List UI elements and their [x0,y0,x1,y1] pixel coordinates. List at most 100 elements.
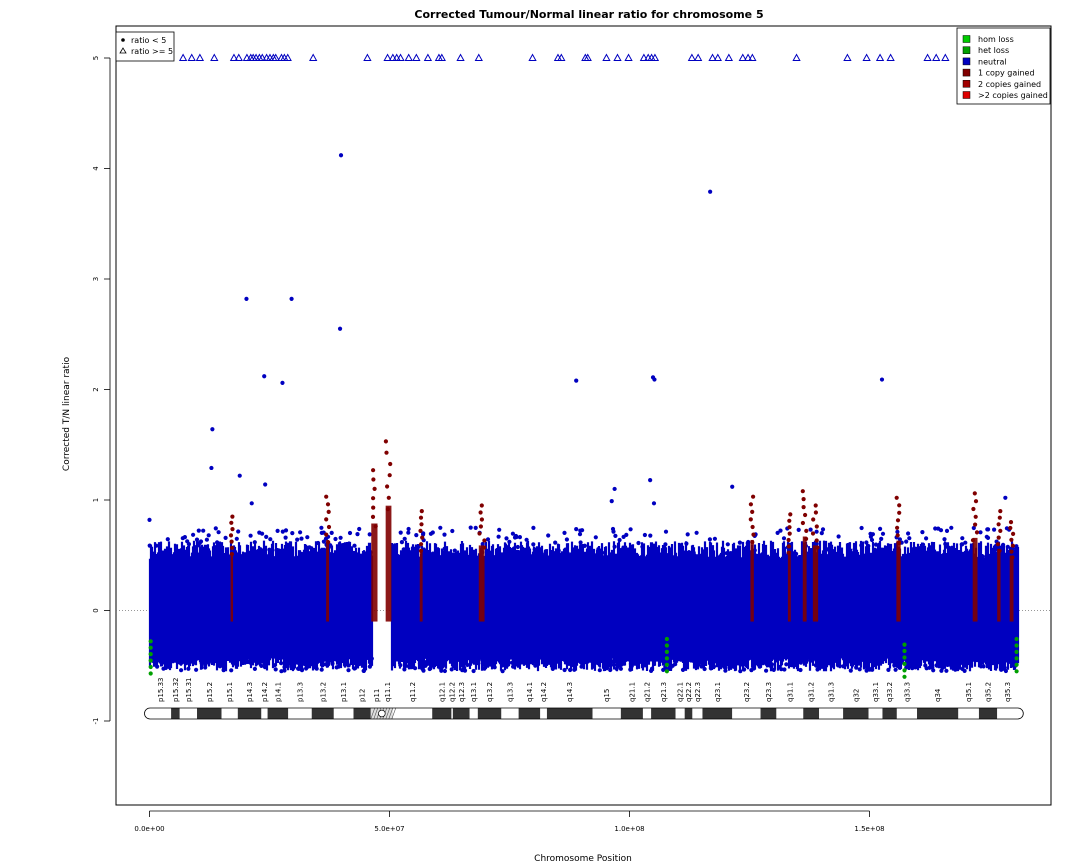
neutral-point [564,537,570,542]
cytoband [237,708,262,719]
neutral-point [907,536,912,541]
neutral-point [282,668,287,673]
gain-point [895,525,900,530]
neutral-point [413,666,418,671]
neutral-point [945,662,950,668]
neutral-point [547,555,553,560]
outlier-point-group [147,153,1008,522]
neutral-point [863,664,868,669]
neutral-point [399,540,404,545]
neutral-point [504,656,509,661]
neutral-point [369,656,374,661]
neutral-point [510,549,515,554]
neutral-point [333,536,338,542]
neutral-point [395,654,400,659]
neutral-point [281,548,286,553]
gain-point [419,542,424,547]
neutral-point-cloud [147,525,1020,674]
cytoband-label: q21.2 [644,682,652,702]
cytoband-label: q23.1 [714,682,722,702]
neutral-point [755,555,760,560]
neutral-point [1000,663,1005,669]
cytoband [546,708,593,719]
gain-point [751,494,756,499]
neutral-point [624,532,629,538]
outlier-point [244,296,249,301]
loss-point [148,664,153,670]
neutral-point [572,667,577,672]
outlier-point [338,153,344,158]
neutral-point [800,653,805,658]
neutral-point [165,537,170,542]
cytoband [592,708,621,719]
loss-point [902,661,907,667]
neutral-point [800,658,805,663]
gain-point [230,514,235,519]
neutral-point [441,557,447,562]
neutral-point [462,665,467,671]
neutral-point [198,549,204,554]
neutral-point [467,653,472,658]
neutral-point [988,660,993,665]
cytoband-label: q14.3 [566,682,574,702]
neutral-point [328,658,333,663]
neutral-point [985,535,991,541]
cytoband-label: q31.3 [828,682,836,702]
cytoband-label: q34 [934,688,942,702]
cytoband [333,708,354,719]
neutral-point [864,540,869,545]
outlier-point [263,482,268,487]
neutral-point [880,531,886,536]
neutral-point [473,525,478,531]
outlier-point [648,478,653,483]
triangle-point [423,53,433,61]
cytoband [179,708,198,719]
cytoband-label: q23.3 [765,682,773,702]
neutral-point [423,663,428,668]
cytoband [518,708,541,719]
neutral-point [691,550,696,555]
neutral-point [186,542,191,547]
neutral-point [883,552,888,557]
neutral-point [794,551,799,557]
outlier-point [612,486,617,492]
neutral-point [213,526,218,531]
neutral-point [531,542,536,547]
loss-point [664,643,670,648]
neutral-point [432,654,437,659]
color-legend-label: 2 copies gained [978,80,1041,89]
gain-point [814,538,819,543]
cytoband [149,708,172,719]
neutral-point [531,525,536,531]
triangle-point [923,53,932,61]
neutral-point [454,655,459,661]
neutral-point [521,653,526,658]
neutral-point [803,659,809,664]
neutral-point [955,666,960,672]
gain-point [388,461,393,467]
neutral-point [398,663,403,668]
gain-point [326,524,332,530]
outlier-point [209,465,214,471]
neutral-point [859,525,864,531]
triangle-point [383,53,392,61]
neutral-point [944,668,949,673]
neutral-point [304,666,309,671]
neutral-point [876,654,881,659]
chromosome-ideogram [144,707,1024,720]
triangle-point [528,53,537,61]
neutral-point [728,551,733,556]
triangle-point [708,53,717,61]
neutral-point [214,656,219,662]
neutral-point [875,659,880,664]
gain-point [787,531,792,536]
neutral-point [945,555,950,560]
gain-point [998,528,1003,534]
neutral-point [147,543,152,548]
neutral-point [831,653,837,658]
neutral-point [295,537,300,542]
neutral-point [614,662,619,668]
neutral-point [424,659,429,665]
triangle-point [743,53,753,61]
